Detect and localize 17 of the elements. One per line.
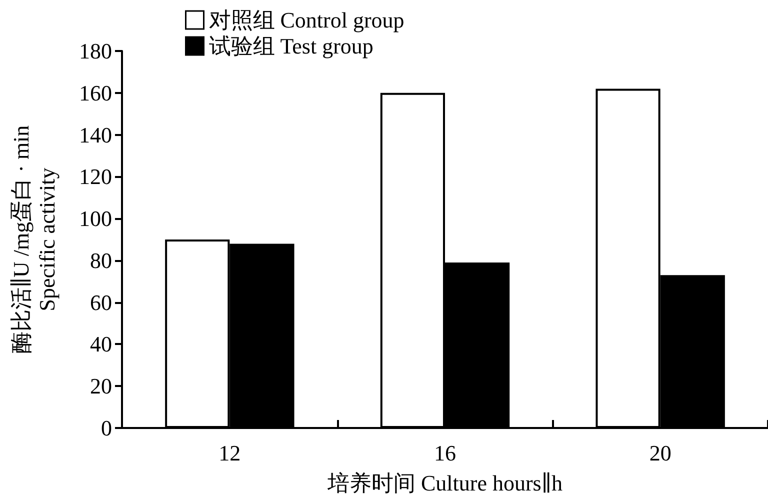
y-tick-label: 180 — [79, 38, 112, 64]
y-tick-label: 60 — [90, 290, 112, 315]
y-tick-label: 20 — [90, 374, 112, 399]
y-tick-label: 0 — [101, 416, 112, 440]
x-tick-label: 12 — [218, 440, 241, 466]
x-tick-label: 16 — [434, 440, 456, 466]
legend-label: 试验组 Test group — [208, 34, 374, 58]
y-tick-label: 80 — [90, 248, 112, 273]
y-tick-label: 120 — [79, 164, 112, 190]
legend-label: 对照组 Control group — [208, 8, 404, 32]
y-tick-label: 140 — [79, 122, 112, 148]
x-tick-label: 20 — [649, 440, 672, 466]
y-tick-label: 100 — [79, 206, 112, 232]
y-tick-label: 40 — [90, 332, 112, 357]
y-axis-title: 酶比活∥U /mg蛋白 · min Specific activity — [8, 125, 60, 354]
x-axis-title: 培养时间 Culture hours∥h — [326, 470, 563, 496]
y-tick-label: 160 — [79, 80, 112, 106]
